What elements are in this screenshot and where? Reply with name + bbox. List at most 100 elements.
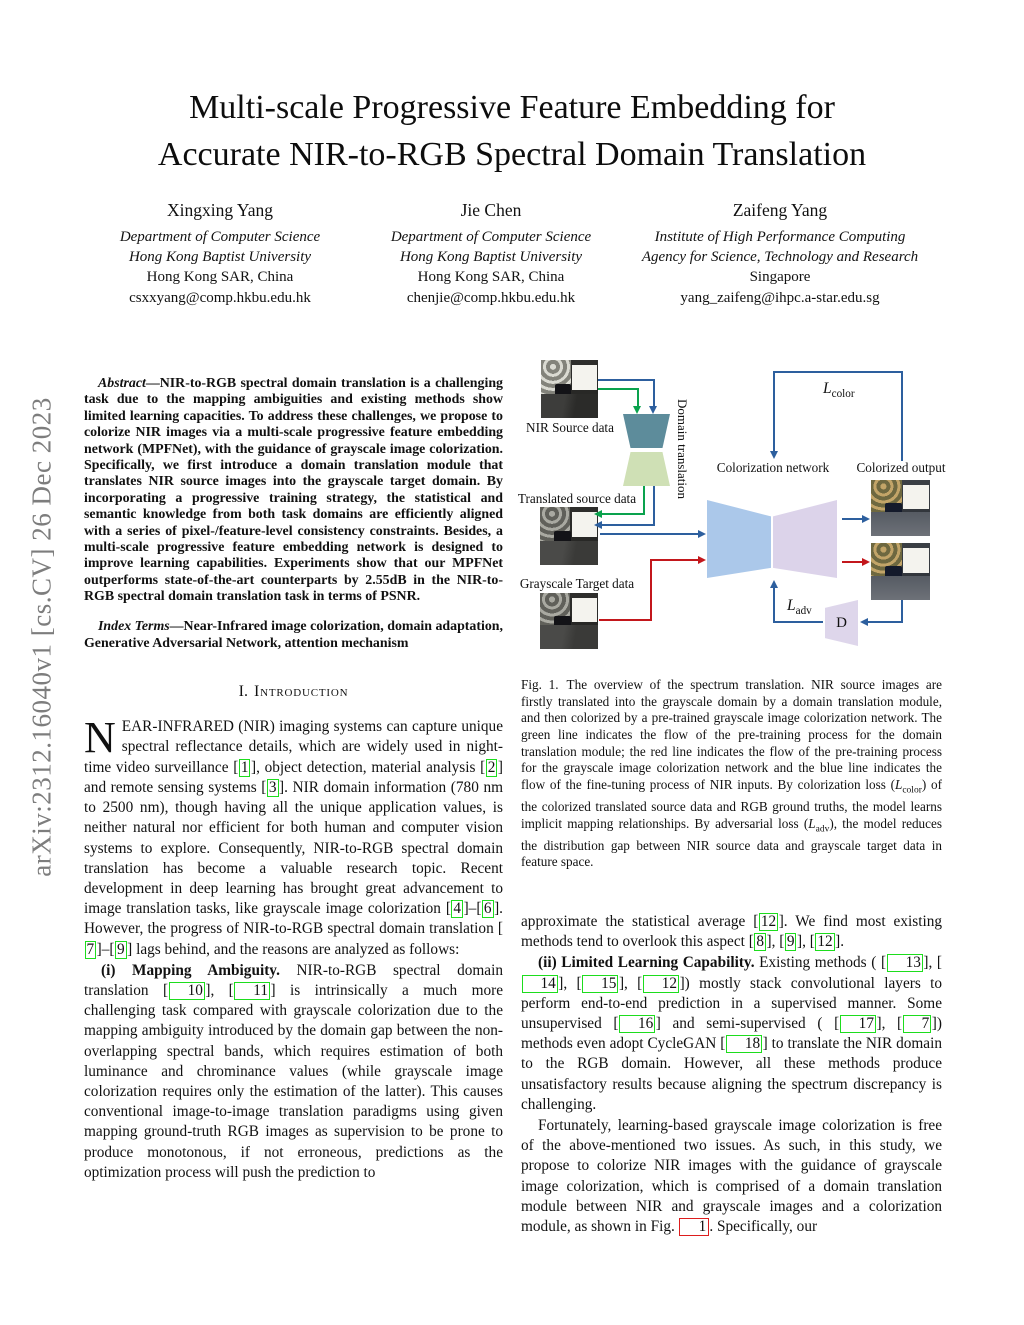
discriminator: D: [825, 600, 858, 646]
arxiv-watermark: arXiv:2312.16040v1 [cs.CV] 26 Dec 2023: [26, 397, 57, 877]
colorized-output-label: Colorized output: [856, 460, 946, 475]
citation-link[interactable]: 15: [582, 974, 619, 993]
paragraph-4: (ii) Limited Learning Capability. Existi…: [521, 953, 942, 1115]
citation-link[interactable]: 8: [754, 933, 766, 952]
colorized-output-image-bottom: [871, 543, 930, 600]
nir-source-label: NIR Source data: [526, 420, 614, 435]
paragraph-1-text: EAR-INFRARED (NIR) imaging systems can c…: [84, 718, 504, 959]
paragraph-2: (i) Mapping Ambiguity. NIR-to-RGB spectr…: [84, 961, 503, 1183]
author-email: csxxyang@comp.hkbu.edu.hk: [129, 290, 311, 306]
author-block: Xingxing Yang Department of Computer Sci…: [84, 200, 944, 308]
citation-link[interactable]: 7: [84, 940, 97, 959]
citation-link[interactable]: 13: [886, 954, 923, 973]
title-line-1: Multi-scale Progressive Feature Embeddin…: [189, 89, 835, 126]
citation-link[interactable]: 2: [485, 758, 498, 777]
arrowhead: [770, 451, 778, 459]
author-email: chenjie@comp.hkbu.edu.hk: [406, 290, 576, 306]
grayscale-target-image: [540, 593, 598, 649]
citation-link[interactable]: 9: [784, 933, 797, 952]
author-affiliation: Hong Kong Baptist University: [128, 249, 312, 265]
paragraph-2-lead: (i) Mapping Ambiguity.: [101, 961, 280, 979]
citation-link[interactable]: 12: [815, 933, 835, 952]
paragraph-3: approximate the statistical average [12]…: [521, 912, 942, 952]
author-city: Singapore: [749, 269, 811, 285]
road: [541, 393, 598, 418]
index-terms-label: Index Terms: [98, 619, 170, 635]
dropcap: N: [84, 713, 116, 763]
domain-translation-encoder: [623, 414, 670, 448]
loss-adv-line: [773, 587, 776, 623]
page-title: Multi-scale Progressive Feature Embeddin…: [0, 84, 1024, 178]
flow-line: [600, 533, 699, 536]
section-heading: I. Introduction: [84, 683, 503, 701]
citation-link[interactable]: 6: [481, 900, 494, 919]
figure-caption: Fig. 1. The overview of the spectrum tran…: [521, 677, 942, 871]
flow-line: [601, 524, 655, 527]
flow-line: [652, 559, 699, 562]
author-affiliation: Department of Computer Science: [390, 229, 592, 245]
citation-link[interactable]: 10: [168, 981, 205, 1000]
author-name: Zaifeng Yang: [732, 200, 828, 220]
author-email: yang_zaifeng@ihpc.a-star.edu.sg: [680, 290, 880, 306]
index-terms: Index Terms—Near-Infrared image coloriza…: [84, 619, 503, 652]
paragraph-1: N EAR-INFRARED (NIR) imaging systems can …: [84, 713, 504, 959]
citation-link[interactable]: 18: [725, 1035, 763, 1054]
flow-line: [842, 561, 863, 564]
citation-link[interactable]: 16: [618, 1015, 656, 1034]
author-name: Xingxing Yang: [167, 200, 273, 220]
colorized-output-image-top: [871, 480, 930, 536]
citation-link[interactable]: 12: [642, 974, 680, 993]
citation-link[interactable]: 4: [451, 900, 464, 919]
colorization-encoder: [707, 500, 771, 578]
figure-caption-label: Fig. 1.: [521, 677, 559, 693]
flow-line: [601, 513, 645, 516]
building: [571, 598, 597, 623]
translated-source-label: Translated source data: [517, 491, 637, 506]
colorization-network-label: Colorization network: [716, 460, 830, 475]
flow-line: [842, 518, 863, 521]
citation-link[interactable]: 1: [238, 758, 251, 777]
loss-color-line: [773, 371, 903, 374]
flow-line: [653, 486, 656, 526]
section-title: Introduction: [253, 683, 349, 701]
arrowhead: [862, 558, 870, 566]
paragraph-4-lead: (ii) Limited Learning Capability.: [538, 954, 755, 972]
author-affiliation: Institute of High Performance Computing: [654, 229, 906, 245]
paragraph-4-text: Existing methods ( [13], [14], [15], [12…: [521, 954, 942, 1113]
flow-line: [901, 600, 904, 623]
building: [571, 512, 597, 538]
arrowhead: [770, 580, 778, 588]
citation-link[interactable]: 7: [902, 1015, 932, 1034]
abstract-label: Abstract: [98, 375, 146, 391]
citation-link[interactable]: 17: [839, 1015, 876, 1034]
index-terms-text: —Near-Infrared image colorization, domai…: [84, 619, 504, 651]
paragraph-5-text: Fortunately, learning-based grayscale im…: [521, 1117, 942, 1237]
road: [871, 576, 930, 600]
citation-link[interactable]: 3: [266, 778, 279, 797]
building: [903, 485, 929, 510]
author-2: Jie Chen Department of Computer Science …: [366, 200, 616, 308]
arrowhead: [649, 406, 657, 414]
loss-adv-line: [774, 621, 823, 624]
road: [871, 512, 930, 536]
citation-link[interactable]: 14: [521, 974, 558, 993]
author-name: Jie Chen: [460, 200, 522, 220]
citation-link[interactable]: 12: [758, 913, 779, 932]
arrowhead: [698, 530, 706, 538]
author-affiliation: Agency for Science, Technology and Resea…: [641, 249, 919, 265]
author-affiliation: Hong Kong Baptist University: [399, 249, 583, 265]
citation-link[interactable]: 9: [115, 940, 127, 959]
left-column: Abstract—NIR-to-RGB spectral domain tran…: [84, 362, 503, 1183]
citation-link[interactable]: 11: [234, 981, 270, 1000]
section-number: I.: [238, 683, 248, 701]
flow-line: [599, 619, 652, 622]
loss-color-line: [901, 371, 904, 461]
paragraph-5: Fortunately, learning-based grayscale im…: [521, 1116, 942, 1237]
right-column: D NIR Source data Translated source data…: [517, 356, 946, 1237]
road: [540, 625, 598, 649]
figure-reference-link[interactable]: 1: [679, 1218, 709, 1237]
abstract-text: —NIR-to-RGB spectral domain translation …: [84, 375, 503, 605]
arrowhead: [862, 515, 870, 523]
building: [572, 365, 597, 391]
